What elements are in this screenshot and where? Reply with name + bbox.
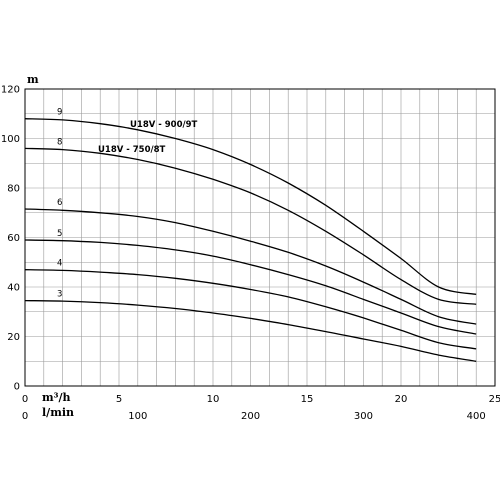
curves bbox=[24, 118, 477, 362]
series-label-8: 8 bbox=[57, 137, 62, 147]
series-label-5: 5 bbox=[57, 229, 62, 239]
curve-stages-8 bbox=[24, 147, 477, 305]
y-tick-label: 40 bbox=[7, 283, 20, 294]
grid bbox=[25, 89, 495, 386]
x-tick-label-m3h: 20 bbox=[395, 394, 408, 405]
y-tick-label: 80 bbox=[7, 184, 20, 195]
x-unit-m3h: m³/h bbox=[42, 391, 70, 404]
series-label-6: 6 bbox=[57, 198, 62, 208]
y-tick-label: 20 bbox=[7, 332, 20, 343]
y-tick-label: 0 bbox=[14, 382, 20, 393]
x-tick-label-lmin: 200 bbox=[241, 411, 260, 422]
y-tick-label: 120 bbox=[1, 85, 20, 96]
y-tick-label: 60 bbox=[7, 233, 20, 244]
x-tick-label-m3h: 5 bbox=[116, 394, 122, 405]
x-tick-label-m3h: 25 bbox=[489, 394, 500, 405]
x-tick-label-lmin: 300 bbox=[354, 411, 373, 422]
series-label-3: 3 bbox=[57, 290, 62, 300]
x-tick-label-m3h: 10 bbox=[207, 394, 220, 405]
plot-frame bbox=[24, 88, 496, 387]
y-tick-label: 100 bbox=[1, 134, 20, 145]
model-label-750-8t: U18V - 750/8T bbox=[98, 145, 166, 155]
series-label-4: 4 bbox=[57, 259, 62, 269]
x-tick-label-lmin: 0 bbox=[22, 411, 28, 422]
model-label-900-9t: U18V - 900/9T bbox=[130, 120, 198, 130]
x-axis-ticks-m3h: 0 5 10 15 20 25 bbox=[22, 394, 500, 405]
curve-stages-3 bbox=[24, 299, 477, 362]
series-labels: 9 8 6 5 4 3 bbox=[57, 108, 62, 300]
x-tick-label-lmin: 400 bbox=[467, 411, 486, 422]
curve-stages-4 bbox=[24, 269, 477, 350]
curve-stages-9 bbox=[24, 118, 477, 296]
curve-stages-6 bbox=[24, 208, 477, 325]
y-axis-unit: m bbox=[27, 73, 39, 86]
x-tick-label-lmin: 100 bbox=[128, 411, 147, 422]
curve-stages-5 bbox=[24, 239, 477, 335]
series-label-9: 9 bbox=[57, 108, 62, 118]
x-unit-lmin: l/min bbox=[42, 406, 74, 419]
y-axis-ticks: 0 20 40 60 80 100 120 bbox=[1, 85, 20, 393]
x-tick-label-m3h: 0 bbox=[22, 394, 28, 405]
x-tick-label-m3h: 15 bbox=[301, 394, 314, 405]
x-axis-ticks-lmin: 0 100 200 300 400 bbox=[22, 411, 486, 422]
